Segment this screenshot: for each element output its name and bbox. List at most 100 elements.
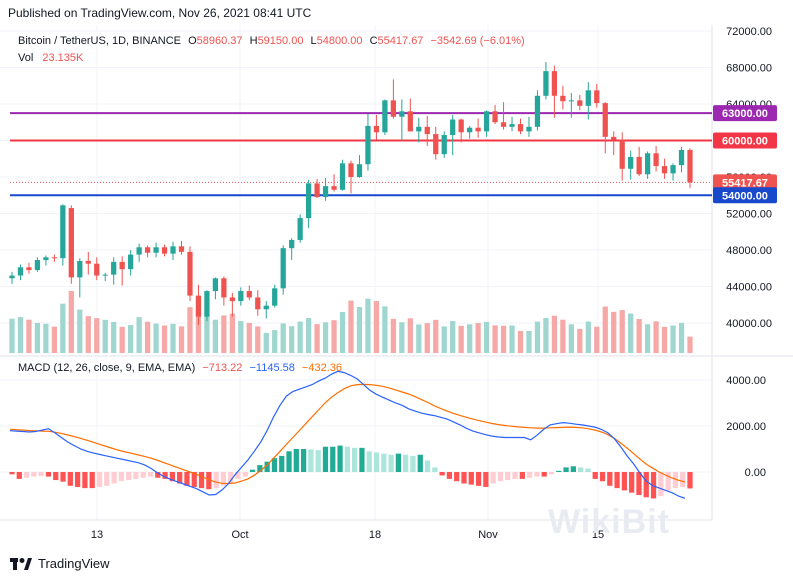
volume-bar — [492, 325, 498, 353]
volume-bar — [534, 321, 541, 353]
high-label: H — [249, 35, 258, 47]
candle-body — [577, 100, 583, 106]
volume-bar — [136, 317, 142, 353]
candle-body — [255, 297, 261, 310]
candle — [85, 251, 91, 275]
volume-bar — [314, 324, 320, 353]
candle-body — [517, 124, 524, 132]
high-value: 59150.00 — [257, 35, 304, 47]
volume-bar — [644, 324, 651, 353]
macd-hist-bar — [526, 472, 533, 478]
candle — [517, 118, 524, 135]
candle-body — [356, 164, 363, 177]
candle — [560, 85, 566, 110]
time-tick-label: 15 — [592, 529, 604, 541]
macd-hist-bar — [279, 455, 285, 472]
volume-bar — [60, 303, 66, 353]
chart-area[interactable]: 72000.0068000.0064000.0060000.0056000.00… — [0, 25, 793, 552]
macd-hist-bar — [315, 450, 321, 472]
price-tag: 63000.00 — [713, 105, 777, 122]
macd-hist-bar — [672, 472, 679, 489]
candle-body — [238, 291, 244, 302]
candle-body — [407, 111, 413, 132]
macd-hist-value: −713.22 — [202, 362, 243, 374]
candle-body — [77, 260, 83, 278]
macd-hist-bar — [629, 472, 635, 493]
macd-hist-bar — [359, 447, 365, 472]
candle-body — [670, 165, 676, 174]
candle-body — [144, 247, 151, 253]
price-tick-label: 40000.00 — [726, 318, 772, 330]
volume-bar — [263, 332, 269, 353]
macd-hist-bar — [198, 472, 205, 489]
candle — [390, 79, 397, 119]
macd-lines — [9, 370, 686, 499]
volume-bar — [577, 328, 583, 353]
macd-hist-bar — [483, 472, 489, 487]
candle-body — [348, 163, 354, 177]
price-tag-bg — [713, 105, 777, 122]
volume-bar — [628, 313, 634, 353]
candle — [212, 277, 219, 300]
close-label: C — [369, 35, 378, 47]
macd-hist-bar — [512, 472, 518, 479]
macd-hist-bar — [322, 446, 329, 472]
macd-hist-bar — [206, 472, 212, 490]
macd-hist-bar — [191, 472, 197, 487]
macd-tick-label: 0.00 — [745, 467, 766, 479]
change-value: −3542.69 (−6.01%) — [430, 35, 525, 47]
candle — [628, 150, 634, 180]
macd-hist-bar — [366, 451, 372, 472]
candle — [416, 117, 422, 143]
volume-bar — [119, 326, 125, 353]
volume-bar — [77, 309, 83, 353]
volume-bar — [407, 318, 413, 353]
candle-body — [551, 71, 558, 96]
volume-bar — [229, 313, 235, 353]
macd-hist-bar — [264, 461, 270, 472]
candle — [500, 102, 507, 130]
volume-bar — [416, 324, 422, 353]
volume-bar — [390, 318, 397, 353]
macd-hist-bar — [395, 453, 402, 472]
macd-hist-bar — [505, 472, 511, 481]
candle — [492, 104, 498, 125]
watermark-text: WikiBit — [548, 503, 670, 541]
candle — [483, 110, 490, 137]
candle-body — [221, 278, 227, 298]
macd-hist-bar — [111, 472, 117, 484]
volume-bar — [297, 321, 303, 353]
candle-body — [102, 274, 108, 276]
candle — [441, 131, 447, 158]
volume-bar — [509, 325, 515, 353]
volume-bar — [322, 322, 329, 353]
candle — [17, 264, 24, 281]
candle — [170, 241, 176, 261]
low-label: L — [310, 35, 317, 47]
candle-body — [178, 246, 185, 252]
footer-brand[interactable]: TradingView — [10, 556, 110, 571]
volume-bar — [450, 321, 456, 353]
macd-hist-bar — [118, 472, 124, 482]
macd-hist-bar — [53, 472, 59, 481]
macd-hist-bar — [155, 472, 161, 478]
ohlc-legend: Bitcoin / TetherUS, 1D, BINANCE O58960.3… — [18, 35, 525, 47]
candle-body — [390, 100, 397, 117]
macd-hist-bar — [592, 472, 598, 479]
candle — [119, 256, 125, 286]
macd-hist-bar — [643, 472, 649, 498]
candle — [94, 257, 100, 281]
macd-hist-bar — [424, 460, 431, 472]
candle-body — [509, 124, 515, 127]
candle-body — [322, 186, 329, 198]
candle — [509, 116, 515, 132]
candle-body — [653, 153, 659, 167]
candle-body — [661, 166, 668, 174]
candle — [34, 257, 41, 272]
candle-body — [272, 288, 278, 306]
volume-bar — [161, 325, 168, 353]
volume-bars — [9, 291, 693, 353]
macd-hist-bar — [650, 472, 657, 499]
price-tick-label: 52000.00 — [726, 209, 772, 221]
